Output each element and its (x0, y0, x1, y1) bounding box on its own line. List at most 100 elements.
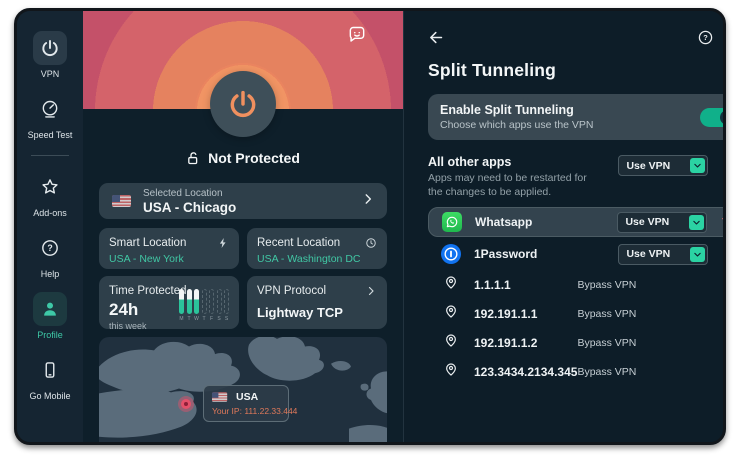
page-title: Split Tunneling (428, 60, 557, 80)
weekday-bar: W (194, 289, 199, 322)
all-other-apps-mode-dropdown[interactable]: Use VPN (618, 155, 709, 176)
smart-location-label: Smart Location (109, 237, 187, 249)
app-row-1-1-1-1[interactable]: 1.1.1.1 Bypass VPN (428, 271, 723, 298)
weekday-bar: T (186, 289, 192, 322)
sidebar-divider (31, 155, 69, 156)
weekday-bar: F (209, 289, 214, 322)
location-pin-icon (441, 333, 461, 353)
dropdown-value: Use VPN (626, 248, 671, 261)
dashboard-cards: Selected Location USA - Chicago Smart Lo… (99, 183, 387, 331)
hand-cursor-icon (725, 226, 726, 250)
sidebar-item-help[interactable]: ? Help (33, 231, 67, 279)
sidebar-item-label: Go Mobile (29, 391, 71, 401)
app-mode-text: Bypass VPN (577, 336, 637, 349)
recent-location-value: USA - Washington DC (257, 253, 361, 265)
support-chat-icon[interactable] (347, 25, 367, 50)
svg-text:?: ? (47, 243, 52, 253)
vpn-protocol-card[interactable]: VPN Protocol Lightway TCP (247, 276, 387, 329)
all-other-apps-subtitle: Apps may need to be restarted for the ch… (428, 172, 587, 198)
sidebar-item-go-mobile[interactable]: Go Mobile (29, 353, 71, 401)
enable-subtitle: Choose which apps use the VPN (440, 119, 594, 131)
help-circle-icon: ? (33, 231, 67, 265)
current-ip-pin[interactable] (178, 396, 194, 412)
ip-tooltip: USA Your IP: 111.22.33.444 (203, 385, 297, 422)
whatsapp-icon (442, 212, 462, 233)
delete-app-button[interactable] (720, 214, 723, 230)
bolt-icon (219, 238, 226, 248)
map-landmass (99, 337, 387, 442)
vpn-home-panel: Not Protected Selected Location USA - Ch… (83, 11, 403, 442)
split-tunneling-panel: ? Split Tunneling Enable Split Tunneling… (403, 11, 723, 442)
location-pin-icon (443, 303, 459, 324)
app-window: VPN Speed Test Add-ons ? Help Profile Go Mobil… (14, 8, 726, 445)
sidebar-item-label: Profile (37, 330, 63, 340)
app-mode-dropdown-whatsapp[interactable]: Use VPN (617, 211, 708, 233)
unlocked-padlock-icon (188, 151, 198, 164)
all-other-apps-title: All other apps (428, 155, 512, 169)
app-name: 1Password (474, 247, 538, 262)
help-icon[interactable]: ? (697, 29, 714, 46)
row-actions (707, 214, 723, 230)
smart-location-value: USA - New York (109, 253, 184, 265)
app-name: Whatsapp (475, 215, 533, 230)
all-other-apps-section: All other apps Apps may need to be resta… (428, 155, 723, 199)
1password-icon (441, 244, 461, 265)
app-row-192-191-1-2[interactable]: 192.191.1.2 Bypass VPN (428, 329, 723, 356)
weekday-bar: T (201, 289, 207, 322)
selected-location-value: USA - Chicago (143, 199, 237, 215)
sidebar-item-speed-test[interactable]: Speed Test (28, 92, 72, 140)
app-row-123-3434-2134-345[interactable]: 123.3434.2134.345 Bypass VPN (428, 358, 723, 385)
smart-location-card[interactable]: Smart Location USA - New York (99, 228, 239, 269)
tooltip-ip-value: 111.22.33.444 (244, 406, 298, 416)
sidebar-item-vpn[interactable]: VPN (33, 31, 67, 79)
sidebar-item-add-ons[interactable]: Add-ons (33, 170, 67, 218)
chevron-right-icon (361, 192, 375, 211)
sidebar-item-profile[interactable]: Profile (33, 292, 67, 340)
app-row-1password[interactable]: 1Password Use VPN (428, 239, 723, 269)
back-arrow-icon[interactable] (428, 29, 445, 46)
recent-location-card[interactable]: Recent Location USA - Washington DC (247, 228, 387, 269)
weekday-bar: S (224, 289, 229, 322)
connection-status: Not Protected (83, 150, 403, 166)
app-mode-text: Bypass VPN (577, 365, 637, 378)
1password-icon (441, 244, 461, 265)
app-mode-text: Bypass VPN (577, 278, 637, 291)
connect-power-button[interactable] (210, 71, 276, 137)
location-pin-icon (441, 275, 461, 295)
location-pin-icon (443, 274, 459, 295)
location-pin-icon (441, 304, 461, 324)
vpn-protocol-value: Lightway TCP (257, 305, 343, 320)
time-protected-sub: this week (109, 321, 147, 331)
person-icon (33, 292, 67, 326)
status-text: Not Protected (208, 150, 300, 166)
enable-split-tunneling-card: Enable Split Tunneling Choose which apps… (428, 94, 723, 140)
dropdown-value: Use VPN (625, 216, 670, 229)
tooltip-ip-label: Your IP: (212, 406, 242, 416)
split-tunneling-toggle[interactable] (700, 107, 723, 127)
tooltip-country: USA (236, 391, 259, 403)
app-row-whatsapp[interactable]: Whatsapp Use VPN (428, 207, 723, 238)
chevron-right-icon (368, 286, 374, 296)
weekday-bar: M (179, 289, 184, 322)
app-mode-dropdown-1password[interactable]: Use VPN (618, 243, 709, 265)
weekday-bar: S (216, 289, 222, 322)
enable-title: Enable Split Tunneling (440, 103, 574, 117)
selected-location-card[interactable]: Selected Location USA - Chicago (99, 183, 387, 219)
panel-header: ? (428, 29, 723, 46)
chevron-down-icon (690, 246, 706, 262)
app-name: 192.191.1.1 (474, 306, 538, 321)
vpn-protocol-label: VPN Protocol (257, 285, 327, 297)
sidebar-item-label: VPN (40, 69, 60, 79)
recent-location-label: Recent Location (257, 237, 341, 249)
svg-text:?: ? (704, 33, 709, 42)
world-map: USA Your IP: 111.22.33.444 (99, 337, 387, 442)
app-row-192-191-1-1[interactable]: 192.191.1.1 Bypass VPN (428, 300, 723, 327)
app-list: Whatsapp Use VPN 1Password Use VPN 1.1.1.1 By… (428, 207, 723, 385)
chevron-down-icon (690, 158, 706, 173)
time-protected-value: 24h (109, 300, 139, 319)
location-pin-icon (443, 332, 459, 353)
app-name: 192.191.1.2 (474, 335, 538, 350)
location-pin-icon (443, 361, 459, 382)
sidebar-item-label: Add-ons (33, 208, 67, 218)
